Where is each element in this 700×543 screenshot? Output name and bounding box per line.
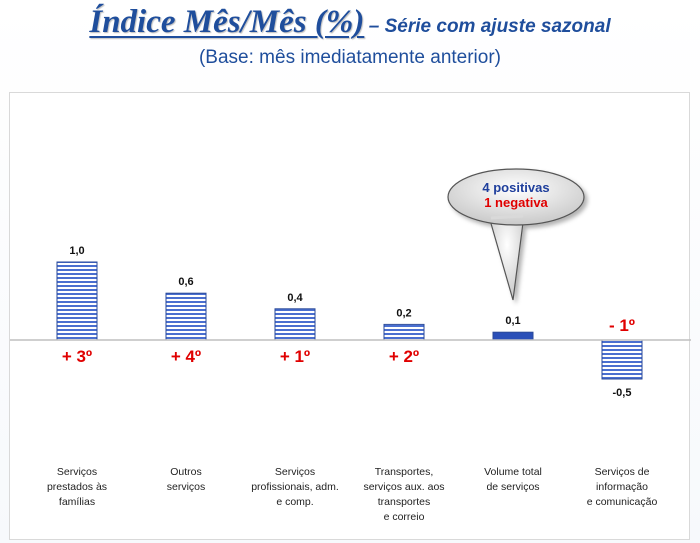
category-label-5: Serviços de informação e comunicação (586, 466, 658, 508)
bar-5 (601, 339, 643, 380)
bar-3 (383, 323, 425, 341)
bar-2 (274, 308, 316, 341)
rank-label-0: + 3º (62, 347, 92, 366)
rank-label-2: + 1º (280, 347, 310, 366)
category-label-2: Serviços profissionais, adm. e comp. (251, 466, 339, 508)
bars-layer (56, 261, 643, 380)
value-label-2: 0,4 (287, 292, 303, 304)
labels-layer: 1,0 + 3º 0,6 + 4º 0,4 + 1º 0,2 + 2º 0,1 -0,5 - 1º (62, 245, 635, 399)
value-label-4: 0,1 (505, 315, 520, 327)
callout-line-positive: 4 positivas (482, 180, 549, 195)
value-label-5: -0,5 (613, 387, 632, 399)
title-row: Índice Mês/Mês (%) – Série com ajuste sa… (0, 4, 700, 41)
category-label-0: Serviços prestados às famílias (46, 466, 108, 508)
rank-label-3: + 2º (389, 347, 419, 366)
rank-label-5: - 1º (609, 316, 635, 335)
value-label-0: 1,0 (69, 245, 84, 257)
chart-panel: 1,0 + 3º 0,6 + 4º 0,4 + 1º 0,2 + 2º 0,1 -0,5- 1º … (9, 92, 691, 540)
bar-4 (492, 331, 534, 341)
base-note: (Base: mês imediatamente anterior) (198, 47, 501, 68)
bar-0 (56, 261, 98, 341)
callout-bubble (447, 168, 585, 301)
bar-1 (165, 292, 207, 341)
category-label-3: Transportes, serviços aux. aos transport… (363, 466, 445, 523)
value-label-1: 0,6 (178, 276, 193, 288)
page-subtitle: – Série com ajuste sazonal (368, 16, 611, 37)
rank-label-1: + 4º (171, 347, 201, 366)
page-title: Índice Mês/Mês (%) (89, 4, 365, 40)
category-label-4: Volume total de serviços (484, 466, 542, 493)
category-label-1: Outros serviços (166, 466, 206, 493)
value-label-3: 0,2 (396, 307, 411, 319)
bar-chart: 1,0+ 3º0,6+ 4º0,4+ 1º0,2+ 2º0,1-0,5- 1º … (10, 168, 691, 399)
callout-line-negative: 1 negativa (484, 195, 548, 210)
